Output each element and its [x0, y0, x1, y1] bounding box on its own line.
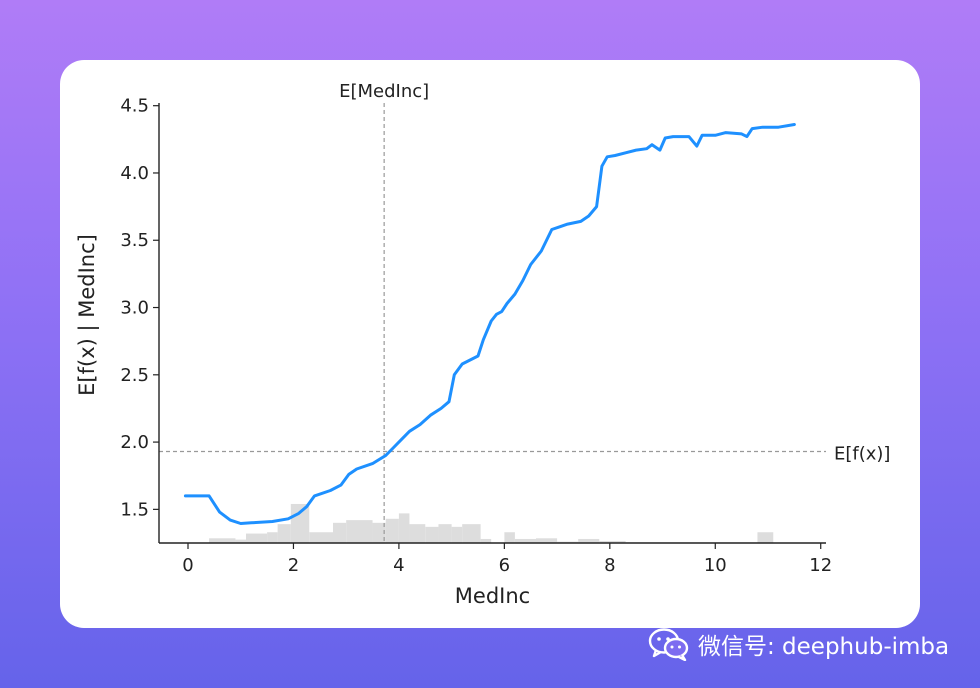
histogram-bar	[246, 533, 268, 543]
x-tick-label: 2	[288, 555, 299, 576]
histogram-bar	[480, 538, 492, 543]
wechat-icon	[648, 628, 689, 661]
histogram-bar	[409, 524, 426, 543]
mean-x-label: E[MedInc]	[339, 81, 429, 102]
histogram-bar	[235, 539, 246, 543]
chart-card: 0 2 4 6 8 10 12 1.5 2.0 2.5 3.0 3.5 4.0 4.5 MedInc E[f…	[60, 60, 920, 628]
y-tick-label: 3.0	[120, 298, 149, 319]
y-tick-label: 2.0	[120, 432, 149, 453]
y-tick-label: 1.5	[120, 499, 149, 520]
x-tick-label: 10	[704, 555, 727, 576]
series-line	[183, 123, 796, 525]
watermark: 微信号: deephub-imba	[648, 624, 949, 664]
y-axis-label: E[f(x) | MedInc]	[75, 234, 100, 396]
histogram-bar	[425, 526, 439, 543]
pdp-chart: 0 2 4 6 8 10 12 1.5 2.0 2.5 3.0 3.5 4.0 4.5 MedInc E[f…	[75, 81, 890, 608]
histogram	[209, 503, 774, 543]
series-layer	[183, 123, 796, 525]
histogram-bar	[451, 526, 463, 543]
x-axis-label: MedInc	[455, 584, 530, 608]
histogram-bar	[462, 524, 481, 543]
histogram-bar	[578, 538, 600, 543]
x-tick-label: 12	[809, 555, 832, 576]
histogram-bar	[504, 532, 515, 543]
histogram-bar	[385, 518, 399, 543]
histogram-bar	[333, 522, 347, 543]
watermark-text: 微信号: deephub-imba	[698, 634, 950, 660]
axes: 0 2 4 6 8 10 12 1.5 2.0 2.5 3.0 3.5 4.0 4.5	[120, 96, 832, 576]
x-tick-label: 0	[182, 555, 193, 576]
histogram-bar	[209, 538, 236, 543]
histogram-bar	[599, 540, 626, 543]
reference-lines	[159, 103, 826, 543]
histogram-bar	[438, 524, 452, 543]
histogram-bar	[536, 538, 558, 543]
x-tick-label: 6	[499, 555, 510, 576]
y-tick-label: 3.5	[120, 230, 149, 251]
histogram-bar	[277, 524, 291, 543]
x-tick-label: 8	[604, 555, 615, 576]
labels: MedInc E[f(x) | MedInc] E[MedInc] E[f(x)]	[75, 81, 890, 608]
histogram-bar	[398, 513, 410, 543]
histogram-bar	[372, 522, 386, 543]
histogram-bar	[309, 532, 333, 543]
histogram-bar	[290, 503, 310, 543]
y-tick-label: 4.5	[120, 96, 149, 117]
mean-y-label: E[f(x)]	[834, 444, 890, 465]
histogram-bar	[346, 520, 373, 543]
histogram-bar	[267, 532, 278, 543]
histogram-bar	[514, 538, 536, 543]
y-tick-label: 4.0	[120, 163, 149, 184]
y-tick-label: 2.5	[120, 365, 149, 386]
x-tick-label: 4	[393, 555, 404, 576]
histogram-bar	[757, 532, 774, 543]
